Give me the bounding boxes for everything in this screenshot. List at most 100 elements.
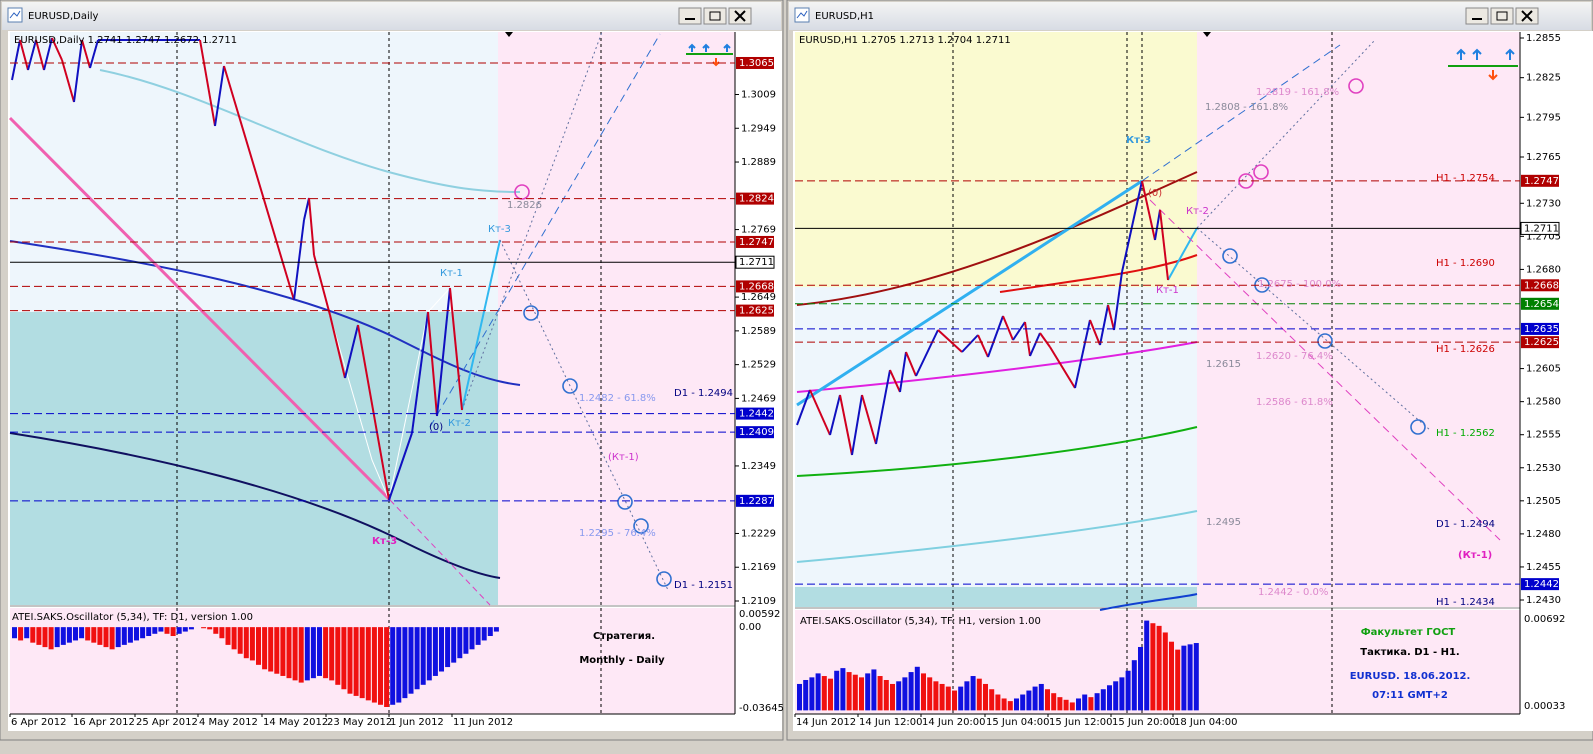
- line-shape: [461, 239, 501, 411]
- osc-bar: [815, 673, 821, 711]
- rect-shape: [498, 32, 735, 605]
- osc-bar: [1100, 689, 1106, 711]
- osc-bar: [176, 627, 182, 634]
- osc-bar: [414, 627, 420, 690]
- rect-shape: [794, 7, 810, 23]
- rect-shape[interactable]: [1496, 11, 1508, 21]
- window-buttons[interactable]: [678, 7, 752, 25]
- osc-bar: [42, 627, 48, 648]
- path-shape: [9, 10, 21, 19]
- price-tick-label: 1.2649: [741, 292, 776, 303]
- path-shape: [505, 32, 513, 37]
- price-zigzag: [214, 65, 225, 127]
- level-label: 1.2654: [1524, 299, 1559, 310]
- annotation: H1 - 1.2562: [1436, 428, 1495, 439]
- rect-shape[interactable]: [703, 7, 727, 25]
- osc-bar: [18, 627, 24, 641]
- price-zigzag: [915, 329, 939, 377]
- osc-bar: [73, 627, 78, 641]
- window-buttons[interactable]: [1465, 7, 1539, 25]
- osc-bar: [890, 683, 895, 711]
- level-box: [1521, 322, 1559, 335]
- osc-bar: [803, 679, 809, 711]
- osc-bar: [1076, 698, 1081, 711]
- annotation: (Кт-1): [1458, 550, 1492, 561]
- price-tick-label: 1.2705: [1526, 231, 1561, 242]
- osc-bar: [1088, 697, 1094, 711]
- date-label: 25 Apr 2012: [136, 717, 198, 728]
- osc-bar: [1026, 690, 1032, 711]
- path-shape[interactable]: [734, 10, 746, 22]
- osc-bar: [463, 627, 469, 654]
- chart-header: EURUSD,Daily 1.2741 1.2747 1.2672 1.2711: [14, 35, 237, 46]
- osc-bar: [402, 627, 408, 699]
- price-tick-label: 1.2430: [1526, 595, 1561, 606]
- rect-shape[interactable]: [1490, 7, 1514, 25]
- price-tick-label: 1.2469: [741, 393, 776, 404]
- osc-bar: [231, 627, 237, 650]
- level-box: [736, 56, 774, 69]
- level-label: 1.2625: [739, 306, 774, 317]
- level-label: 1.2747: [1524, 176, 1559, 187]
- note: EURUSD. 18.06.2012.: [1350, 671, 1471, 682]
- rect-shape[interactable]: [678, 7, 702, 25]
- osc-bar: [939, 683, 945, 711]
- osc-bar: [487, 627, 493, 637]
- osc-bar: [952, 690, 957, 711]
- date-label: 23 May 2012: [327, 717, 392, 728]
- rect-shape[interactable]: [1465, 7, 1489, 25]
- price-zigzag: [61, 59, 75, 103]
- osc-bar: [1181, 645, 1187, 711]
- path-shape: [688, 43, 731, 52]
- osc-bar: [60, 627, 66, 645]
- price-zigzag: [1074, 319, 1091, 389]
- rect-shape[interactable]: [709, 11, 721, 21]
- price-zigzag: [293, 219, 305, 301]
- level-label: 1.2747: [739, 237, 774, 248]
- osc-bar: [140, 627, 146, 639]
- level-label: 1.2711: [739, 257, 774, 268]
- price-tick-label: 1.2349: [741, 461, 776, 472]
- osc-bar: [353, 627, 359, 696]
- price-tick-label: 1.2769: [741, 225, 776, 236]
- price-zigzag: [899, 351, 907, 393]
- osc-bar: [1032, 686, 1038, 711]
- path-shape: [796, 510, 1198, 563]
- g-shape: [1448, 48, 1518, 81]
- chart-header: EURUSD,H1 1.2705 1.2713 1.2704 1.2711: [799, 35, 1011, 46]
- annotation: Кт-3: [1126, 135, 1151, 146]
- osc-bar: [36, 627, 42, 645]
- price-zigzag: [436, 287, 451, 417]
- level-box: [1521, 578, 1559, 591]
- level-label: 1.2824: [739, 194, 774, 205]
- osc-bar: [329, 627, 335, 681]
- level-label: 1.2668: [739, 281, 774, 292]
- annotation: D1 - 1.2151: [674, 580, 733, 591]
- osc-bar: [152, 627, 158, 634]
- path-shape[interactable]: [1521, 10, 1533, 22]
- window-title: EURUSD,Daily: [28, 11, 99, 22]
- level-box: [735, 255, 775, 269]
- level-label: 1.2668: [1524, 280, 1559, 291]
- osc-bar: [1144, 620, 1150, 711]
- osc-bar: [225, 627, 231, 645]
- level-box: [736, 192, 774, 205]
- annotation: 1.2586 - 61.8%: [1256, 397, 1333, 408]
- osc-bar: [286, 627, 292, 679]
- rect-shape: [1197, 32, 1520, 607]
- osc-bar: [323, 627, 329, 679]
- price-zigzag: [1012, 321, 1026, 341]
- path-shape: [1456, 48, 1515, 60]
- osc-bar: [1175, 649, 1181, 711]
- price-tick-label: 1.2949: [741, 123, 776, 134]
- osc-bar: [1131, 660, 1137, 711]
- osc-bar: [852, 674, 858, 711]
- osc-bar: [420, 627, 426, 685]
- osc-bar: [79, 627, 85, 639]
- annotation: 1.2808 - 161.8%: [1205, 102, 1288, 113]
- annotation: H1 - 1.2626: [1436, 344, 1495, 355]
- price-zigzag: [977, 334, 989, 358]
- level-box: [736, 494, 774, 507]
- osc-tick-label: 0.00: [739, 622, 761, 633]
- osc-bar: [134, 627, 139, 641]
